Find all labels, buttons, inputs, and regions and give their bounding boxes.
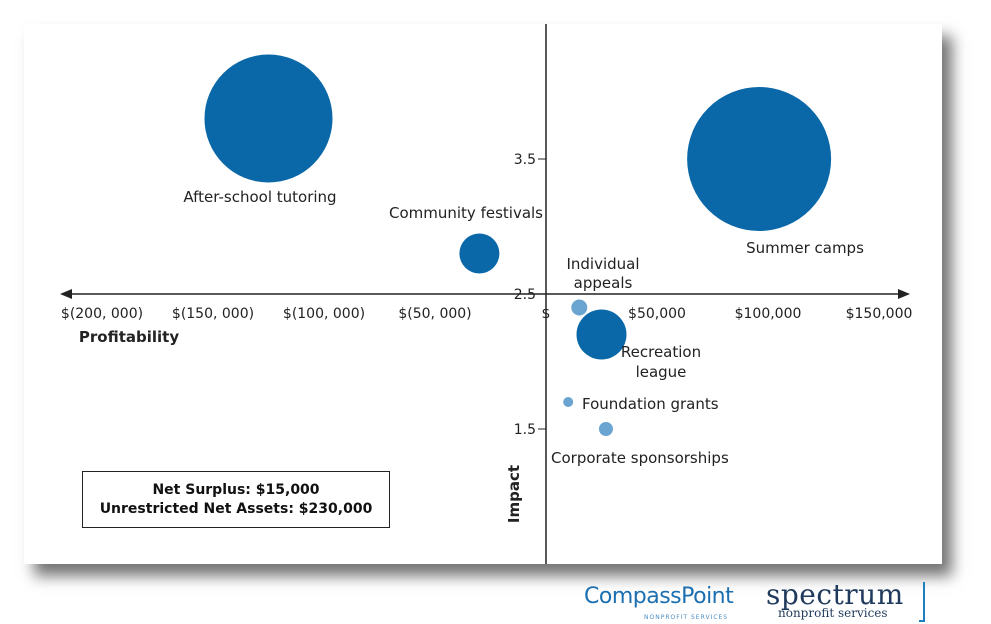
x-tick-label-6: $100,000 bbox=[735, 306, 802, 322]
logos: CompassPoint NONPROFIT SERVICES spectrum… bbox=[584, 578, 984, 624]
y-tick-label-0: 1.5 bbox=[514, 422, 536, 438]
bubble-label-2: Community festivals bbox=[389, 204, 543, 222]
x-tick-label-1: $(150, 000) bbox=[172, 306, 254, 322]
bubble-chart: $(200, 000) $(150, 000) $(100, 000) $(50, 0… bbox=[60, 24, 913, 564]
bubble-label-5: Foundation grants bbox=[582, 395, 719, 413]
summary-box: Net Surplus: $15,000 Unrestricted Net As… bbox=[82, 471, 390, 528]
compasspoint-subtitle: NONPROFIT SERVICES bbox=[644, 614, 729, 621]
x-axis-left-arrow bbox=[60, 289, 72, 299]
bubble-label-3-line1: Individual bbox=[566, 255, 639, 273]
bubble-6 bbox=[598, 422, 613, 436]
spectrum-bracket bbox=[919, 582, 925, 622]
spectrum-logo: spectrum bbox=[766, 578, 904, 611]
bubble-label-6: Corporate sponsorships bbox=[551, 449, 729, 467]
bubble-label-0: After-school tutoring bbox=[183, 188, 336, 206]
x-axis-title: Profitability bbox=[79, 328, 179, 346]
bubble-2 bbox=[459, 233, 500, 274]
x-tick-label-0: $(200, 000) bbox=[61, 306, 143, 322]
bubble-0 bbox=[204, 54, 333, 183]
x-tick-label-3: $(50, 000) bbox=[398, 306, 471, 322]
bubble-label-4-line1: Recreation bbox=[621, 343, 701, 361]
bubble-label-1: Summer camps bbox=[746, 239, 864, 257]
bubble-label-4-line2: league bbox=[636, 363, 687, 381]
y-tick-label-2: 3.5 bbox=[514, 152, 536, 168]
bubble-label-3-line2: appeals bbox=[574, 274, 633, 292]
x-axis-right-arrow bbox=[898, 289, 910, 299]
compasspoint-logo: CompassPoint bbox=[584, 584, 734, 609]
bubble-1 bbox=[687, 87, 832, 231]
x-tick-label-7: $150,000 bbox=[846, 306, 913, 322]
spectrum-subtitle: nonprofit services bbox=[778, 606, 888, 620]
x-tick-label-4: $ bbox=[542, 306, 551, 322]
y-tick-label-1: 2.5 bbox=[514, 287, 536, 303]
x-tick-label-5: $50,000 bbox=[628, 306, 686, 322]
y-axis-title: Impact bbox=[505, 465, 523, 523]
bubble-3 bbox=[571, 299, 588, 316]
net-assets-text: Unrestricted Net Assets: $230,000 bbox=[99, 501, 373, 517]
net-surplus-text: Net Surplus: $15,000 bbox=[152, 482, 320, 498]
x-tick-label-2: $(100, 000) bbox=[283, 306, 365, 322]
bubble-5 bbox=[563, 397, 574, 407]
bubble-4 bbox=[576, 309, 627, 360]
